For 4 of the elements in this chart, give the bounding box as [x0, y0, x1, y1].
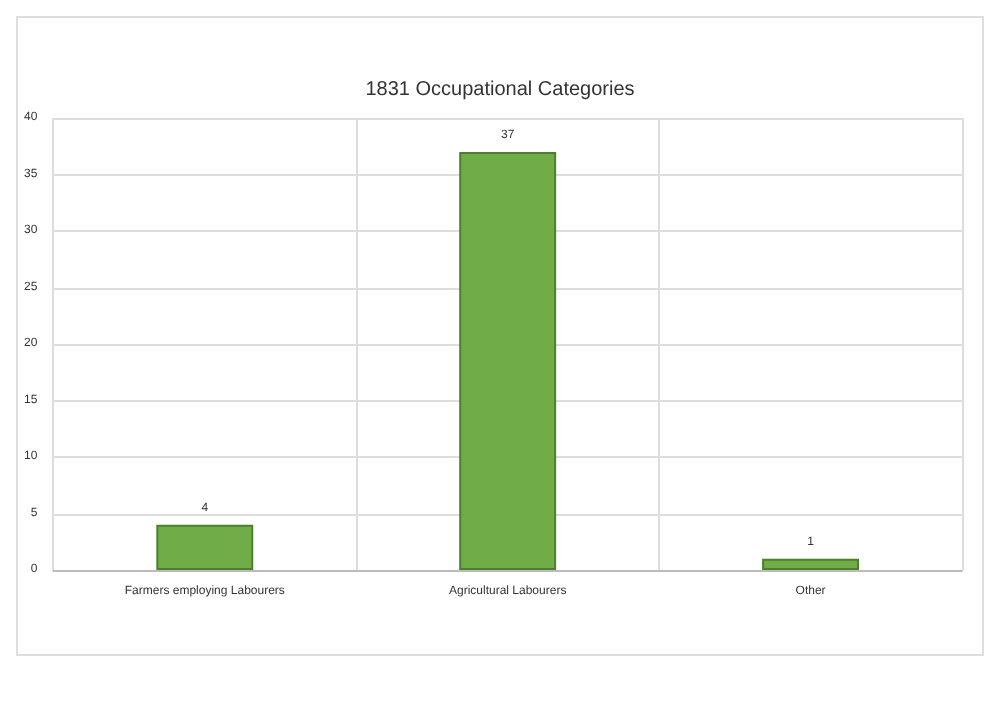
bar [156, 524, 254, 570]
bar [459, 151, 557, 570]
bar [762, 558, 860, 570]
chart-title: 1831 Occupational Categories [365, 79, 635, 101]
